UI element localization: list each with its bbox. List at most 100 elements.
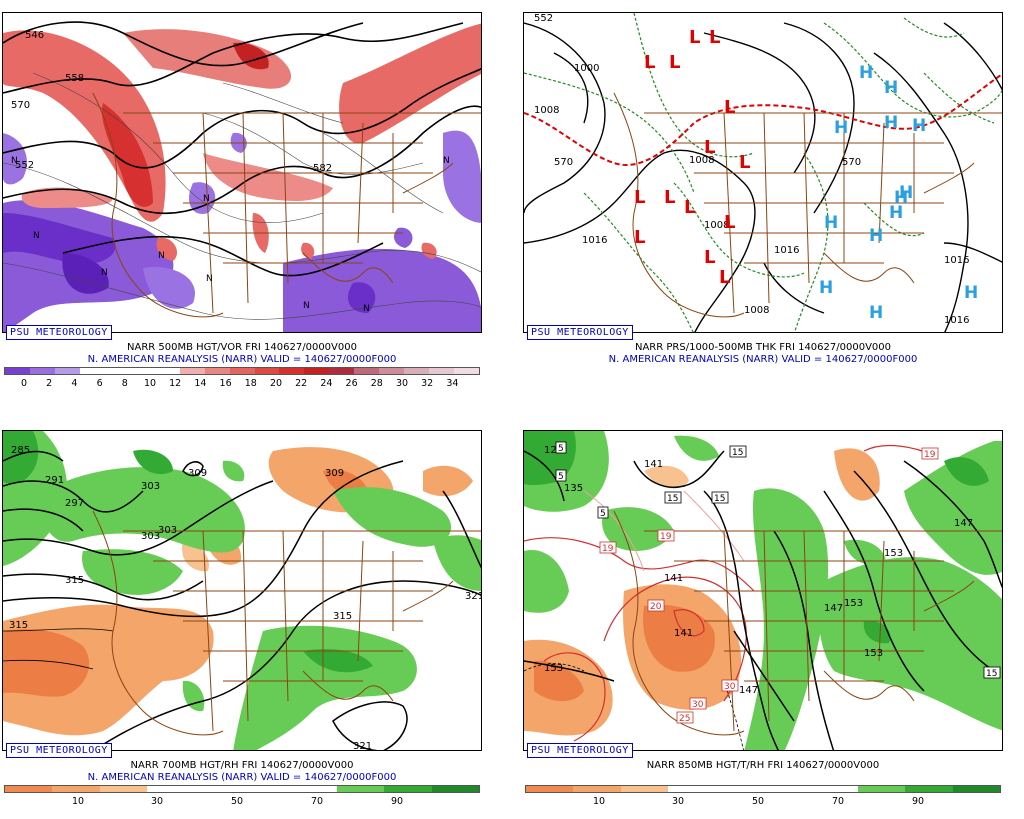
colorbar-tick-label: 2 <box>46 378 53 389</box>
map-pressure: 552 1000 1008 1016 570 1008 1008 1016 1016 1008 10… <box>523 12 1003 333</box>
colorbar-swatch <box>5 368 30 374</box>
colorbar-swatch <box>354 368 380 374</box>
contour-label: 141 <box>644 459 663 470</box>
svg-text:N: N <box>443 156 450 166</box>
colorbar-swatch <box>404 368 430 374</box>
low-pressure-marker: L <box>634 187 645 208</box>
panel-title-line1: NARR 500MB HGT/VOR FRI 140627/0000V000 <box>127 342 357 353</box>
colorbar-tick-label: 50 <box>230 796 244 807</box>
temperature-label: 20 <box>650 602 662 612</box>
colorbar-tick-label: 26 <box>345 378 358 389</box>
temperature-label: 19 <box>602 544 614 554</box>
colorbar-swatch <box>384 786 432 792</box>
contour-label: 153 <box>884 548 903 559</box>
low-pressure-marker: L <box>719 267 730 288</box>
contour-label: 303 <box>158 525 177 536</box>
high-pressure-marker: H <box>884 78 898 98</box>
contour-label: 147 <box>824 603 843 614</box>
colorbar-swatch <box>379 368 405 374</box>
colorbar-tick-label: 90 <box>390 796 404 807</box>
contour-label: 153 <box>844 598 863 609</box>
psu-meteorology-badge: PSU METEOROLOGY <box>6 325 112 340</box>
colorbar-swatch <box>763 786 811 792</box>
map-500mb: 546 558 570 582 552 N N N N N N N N N <box>2 12 482 333</box>
contour-label: 315 <box>65 575 84 586</box>
contour-label: 1016 <box>774 245 799 256</box>
contour-label: 309 <box>188 468 207 479</box>
colorbar-tick-label: 10 <box>592 796 606 807</box>
low-pressure-marker: L <box>724 212 735 233</box>
low-pressure-marker: L <box>704 247 715 268</box>
high-pressure-marker: H <box>894 188 908 208</box>
colorbar-tick-label: 70 <box>310 796 324 807</box>
temp-label-box <box>721 679 739 692</box>
temp-label-box <box>647 599 665 612</box>
colorbar-swatch <box>454 368 480 374</box>
contour-label: 153 <box>544 663 563 674</box>
contour-label: 129 <box>544 445 563 456</box>
colorbar-tick-label: 10 <box>143 378 157 389</box>
svg-text:552: 552 <box>15 160 34 171</box>
temperature-label: 30 <box>724 682 736 692</box>
contour-label: 147 <box>739 685 758 696</box>
contour-label: 321 <box>353 741 372 751</box>
temperature-label: 15 <box>732 448 743 458</box>
panel-title-line2: N. AMERICAN REANALYSIS (NARR) VALID = 14… <box>87 772 397 783</box>
colorbar-tick-label: 24 <box>320 378 333 389</box>
svg-text:570: 570 <box>11 100 30 111</box>
colorbar-swatch <box>229 368 255 374</box>
colorbar-swatch <box>54 368 80 374</box>
low-pressure-marker: L <box>634 227 645 248</box>
colorbar-swatch <box>952 786 1001 792</box>
temperature-label: 15 <box>714 494 725 504</box>
high-pressure-marker: H <box>869 303 883 323</box>
colorbar-swatch <box>289 786 337 792</box>
temp-label-box <box>983 666 1001 679</box>
colorbar-swatch <box>204 368 230 374</box>
colorbar-tick-label: 12 <box>169 378 182 389</box>
svg-text:N: N <box>206 274 213 284</box>
colorbar-tick-label: 0 <box>20 378 28 389</box>
contour-label: 570 <box>842 157 861 168</box>
temperature-label: 5 <box>600 509 606 519</box>
svg-text:N: N <box>203 194 210 204</box>
colorbar-swatch <box>526 786 574 792</box>
high-pressure-marker: H <box>834 118 848 138</box>
svg-text:N: N <box>158 251 165 261</box>
colorbar-rh-700 <box>4 785 480 793</box>
colorbar-tick-label: 30 <box>671 796 685 807</box>
colorbar-tick-label: 22 <box>295 378 308 389</box>
contour-label: 1000 <box>574 63 599 74</box>
temp-label-box <box>689 697 707 710</box>
psu-meteorology-badge: PSU METEOROLOGY <box>6 743 112 758</box>
high-pressure-marker: H <box>964 283 978 303</box>
temperature-label: 15 <box>986 669 997 679</box>
colorbar-tick-label: 70 <box>831 796 845 807</box>
temp-label-box <box>599 541 617 554</box>
colorbar-swatch <box>329 368 355 374</box>
svg-text:N: N <box>11 156 18 166</box>
low-pressure-marker: L <box>669 52 680 73</box>
colorbar-swatch <box>810 786 858 792</box>
colorbar-tick-label: 20 <box>269 378 283 389</box>
high-pressure-marker: H <box>824 213 838 233</box>
low-pressure-marker: L <box>739 152 750 173</box>
low-pressure-marker: L <box>709 27 720 48</box>
colorbar-swatch <box>429 368 455 374</box>
colorbar-ticks-rh-700: 10 30 50 70 90 <box>2 796 482 808</box>
panel-title-line1: NARR PRS/1000-500MB THK FRI 140627/0000V… <box>634 342 891 353</box>
panel-pressure-thickness: 552 1000 1008 1016 570 1008 1008 1016 1016 1008 10… <box>523 0 1003 396</box>
high-pressure-marker: H <box>869 226 883 246</box>
colorbar-tick-label: 90 <box>911 796 925 807</box>
colorbar-tick-label: 50 <box>751 796 765 807</box>
contour-label: 315 <box>333 611 352 622</box>
contour-label: 297 <box>65 498 84 509</box>
colorbar-swatch <box>336 786 385 792</box>
colorbar-swatch <box>620 786 669 792</box>
colorbar-swatch <box>279 368 305 374</box>
colorbar-tick-label: 18 <box>244 378 257 389</box>
svg-text:N: N <box>363 304 370 314</box>
